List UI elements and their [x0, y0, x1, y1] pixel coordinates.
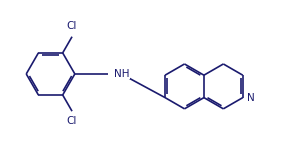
Text: N: N — [247, 93, 255, 103]
Text: Cl: Cl — [67, 116, 77, 127]
Text: NH: NH — [114, 69, 129, 79]
Text: Cl: Cl — [67, 21, 77, 31]
